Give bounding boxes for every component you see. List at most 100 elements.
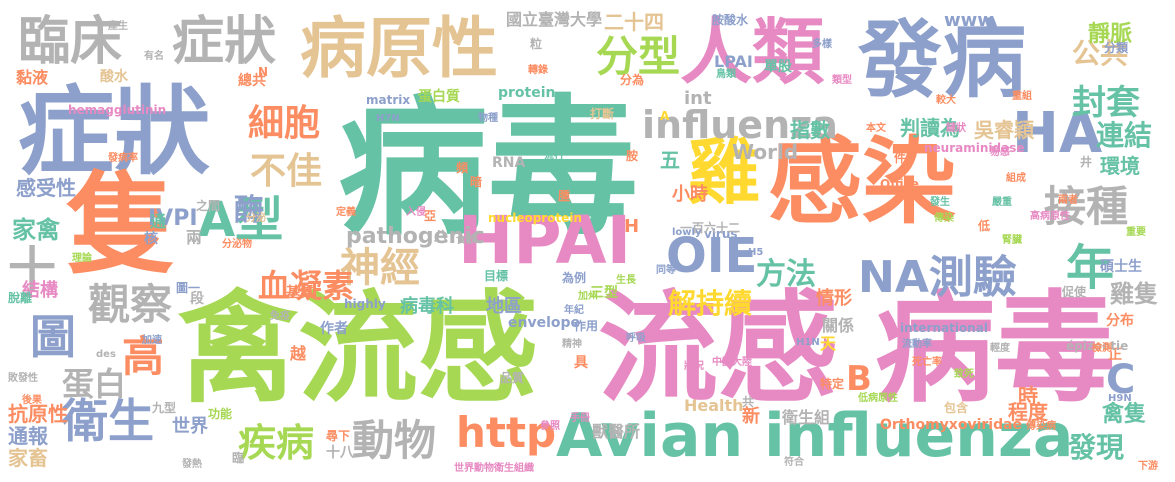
word-189: 中國大陸 — [712, 357, 752, 368]
word-54: 禽隻 — [1102, 402, 1147, 427]
word-125: 作用 — [574, 319, 599, 333]
word-124: 目標 — [484, 269, 509, 283]
word-72: 情形 — [816, 288, 852, 309]
word-171: 暗 — [470, 175, 483, 189]
word-136: 產生 — [108, 21, 128, 32]
word-180: 腎臟 — [1002, 235, 1022, 246]
word-146: 鳥類 — [716, 69, 736, 80]
word-127: 流動率 — [902, 339, 932, 350]
word-128: 高病原性 — [1030, 211, 1070, 222]
word-122: 具 — [574, 355, 588, 371]
word-188: 同等 — [656, 265, 676, 276]
word-96: 八 — [434, 229, 448, 245]
word-94: 單股 — [764, 59, 792, 75]
word-55: 發現 — [1068, 431, 1125, 464]
word-86: hemagglutinin — [68, 103, 167, 117]
word-82: RNA — [492, 155, 526, 171]
word-150: 發生 — [930, 197, 950, 208]
word-89: 獸醫所 — [592, 422, 641, 441]
word-28: 衛生 — [62, 394, 154, 448]
word-153: 分泌物 — [222, 239, 252, 250]
word-46: pathogenic — [346, 224, 485, 249]
word-169: 發熱 — [182, 459, 202, 470]
word-51: 吳睿穎 — [974, 118, 1034, 142]
word-29: 蛋白 — [62, 365, 127, 403]
word-117: H5 — [748, 247, 764, 258]
word-151: 重要 — [1126, 227, 1146, 238]
word-53: 雞隻 — [1110, 280, 1158, 308]
word-25: http — [456, 408, 557, 457]
word-152: 之間 — [196, 199, 221, 213]
word-140: 粒 — [530, 37, 543, 51]
word-176: 井 — [1080, 155, 1093, 169]
word-165: 手冊 — [570, 413, 590, 424]
word-156: 食欲 — [456, 235, 476, 246]
word-33: 十 — [8, 242, 57, 298]
word-60: LPAI — [714, 52, 753, 71]
word-154: 入侵 — [406, 207, 426, 218]
word-197: 傳染 — [934, 213, 954, 224]
word-76: 新 — [742, 406, 760, 427]
word-164: 品質 — [500, 371, 525, 385]
word-198: 致死 — [954, 369, 974, 380]
word-166: 參照 — [540, 421, 560, 432]
word-112: 碩士生 — [1100, 259, 1142, 275]
word-43: C — [1106, 357, 1136, 403]
word-27: 疾病 — [238, 421, 315, 465]
word-192: 加州 — [578, 291, 598, 302]
word-17: influenza — [642, 103, 838, 147]
word-144: 流行 — [544, 151, 564, 162]
word-31: 高 — [122, 332, 165, 381]
word-6: 感染 — [768, 128, 957, 237]
word-1: 禽流感 — [178, 280, 538, 419]
word-71: 病毒科 — [400, 296, 454, 317]
word-58: 二十四 — [604, 10, 664, 34]
word-143: 物種 — [478, 113, 498, 124]
word-78: Orthomyxoviridae — [880, 417, 1023, 433]
word-196: 組成 — [1006, 173, 1026, 184]
word-155: 定義 — [336, 207, 356, 218]
word-77: 衛生組 — [782, 408, 831, 427]
word-186: 狀況 — [684, 361, 704, 372]
word-9: 病原性 — [300, 10, 498, 87]
word-12: Avian influenza — [556, 401, 1074, 471]
word-2: 流感 — [598, 280, 838, 419]
word-0: 病毒 — [338, 82, 639, 256]
word-168: 臨 — [232, 451, 245, 465]
word-102: 核 — [144, 231, 158, 247]
word-15: A型 — [198, 192, 284, 248]
word-179: 包含 — [944, 401, 969, 415]
word-7: 發病 — [858, 11, 1027, 109]
word-101: 通 — [150, 212, 167, 231]
word-107: highly — [344, 297, 386, 311]
word-22: NA測驗 — [858, 252, 1017, 303]
word-70: 地區 — [486, 296, 522, 317]
word-199: 加速 — [142, 335, 162, 346]
word-34: 血凝素 — [258, 267, 355, 305]
word-172: 腫 — [558, 189, 571, 203]
word-108: H — [624, 216, 640, 237]
word-23: OIE — [666, 228, 758, 284]
word-182: 檢測 — [1092, 343, 1112, 354]
word-132: 符合 — [784, 457, 804, 468]
word-52: 環境 — [1100, 154, 1140, 178]
word-147: 重組 — [1012, 91, 1032, 102]
word-141: 打斷 — [590, 107, 615, 121]
word-21: 分型 — [596, 32, 681, 81]
word-103: 段 — [190, 291, 204, 307]
word-8: 人類 — [680, 10, 825, 94]
word-49: 指數 — [790, 118, 830, 142]
word-3: 病毒 — [875, 280, 1115, 419]
word-109: N — [258, 65, 269, 79]
word-80: envelope — [508, 315, 581, 331]
word-93: 總共 — [238, 73, 266, 89]
word-113: 促使 — [1062, 285, 1087, 299]
word-41: 解持續 — [668, 287, 753, 320]
word-37: 公共 — [1072, 37, 1129, 70]
word-201: 免疫 — [270, 311, 290, 322]
word-35: 年 — [1066, 240, 1115, 296]
word-134: 分類 — [1104, 41, 1129, 55]
word-74: 時 — [1018, 384, 1038, 408]
word-120: H9N — [1108, 393, 1132, 404]
